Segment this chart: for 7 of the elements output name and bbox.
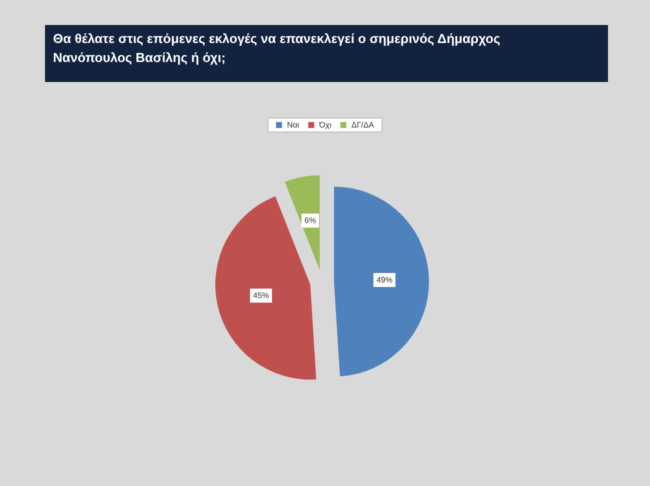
chart-title: Θα θέλατε στις επόμενες εκλογές να επανεκλεγεί ο σημερινός Δήμαρχος Νανόπουλος Βασίλης ή όχι; [53,30,502,67]
legend-label: ΔΓ/ΔΑ [351,120,375,130]
legend-label: Όχι [318,120,332,130]
data-label: 45% [252,291,270,300]
data-label: 49% [376,276,392,285]
data-label: 6% [304,216,316,226]
legend-label: Ναι [287,120,300,130]
